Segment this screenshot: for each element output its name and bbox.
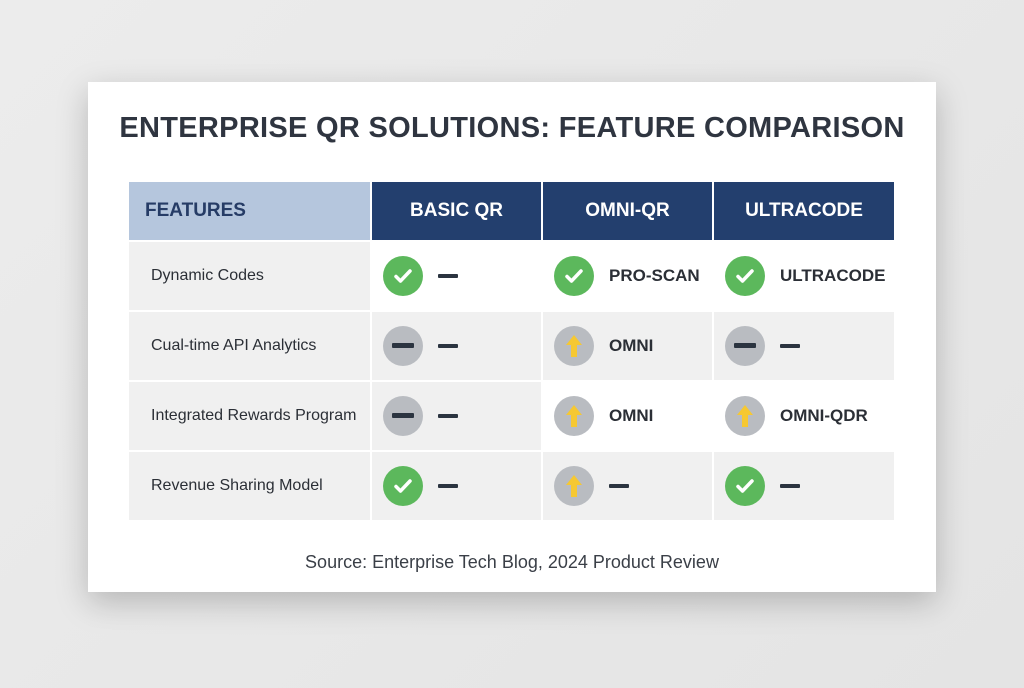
cell-value: OMNI (609, 406, 654, 425)
check-circle-icon (725, 466, 765, 506)
dash-value (438, 414, 458, 418)
upgrade-arrow-icon (554, 396, 594, 436)
minus-circle-icon (383, 326, 423, 366)
cell-value: PRO-SCAN (609, 266, 700, 285)
column-header: FEATURES (129, 182, 370, 240)
table-cell (372, 452, 541, 520)
table-cell (714, 312, 894, 380)
dash-value (780, 344, 800, 348)
comparison-table: FEATURES BASIC QR OMNI-QR ULTRACODE Dynamic … (129, 182, 894, 520)
page-title: ENTERPRISE QR SOLUTIONS: FEATURE COMPARI… (119, 112, 905, 144)
column-header: BASIC QR (372, 182, 541, 240)
minus-circle-icon (383, 396, 423, 436)
dash-value (438, 484, 458, 488)
dash-value (438, 274, 458, 278)
table-row-feature: Dynamic Codes (129, 242, 370, 310)
table-cell: ULTRACODE (714, 242, 894, 310)
dash-value (780, 484, 800, 488)
table-row-feature: Cual-time API Analytics (129, 312, 370, 380)
upgrade-arrow-icon (725, 396, 765, 436)
cell-value: ULTRACODE (780, 266, 886, 285)
table-cell: PRO-SCAN (543, 242, 712, 310)
minus-circle-icon (725, 326, 765, 366)
table-cell (372, 312, 541, 380)
feature-label: Dynamic Codes (151, 267, 264, 284)
table-row-feature: Integrated Rewards Program (129, 382, 370, 450)
table-cell: OMNI (543, 382, 712, 450)
dash-value (438, 344, 458, 348)
upgrade-arrow-icon (554, 466, 594, 506)
table-cell: OMNI-QDR (714, 382, 894, 450)
column-header: OMNI-QR (543, 182, 712, 240)
feature-label: Integrated Rewards Program (151, 407, 357, 424)
cell-value: OMNI (609, 336, 654, 355)
check-circle-icon (383, 466, 423, 506)
upgrade-arrow-icon (554, 326, 594, 366)
check-circle-icon (554, 256, 594, 296)
column-header: ULTRACODE (714, 182, 894, 240)
table-row-feature: Revenue Sharing Model (129, 452, 370, 520)
dash-value (609, 484, 629, 488)
table-cell: OMNI (543, 312, 712, 380)
cell-value: OMNI-QDR (780, 406, 868, 425)
table-cell (372, 382, 541, 450)
source-note: Source: Enterprise Tech Blog, 2024 Produ… (305, 552, 719, 572)
feature-label: Cual-time API Analytics (151, 337, 317, 354)
check-circle-icon (383, 256, 423, 296)
feature-label: Revenue Sharing Model (151, 477, 323, 494)
table-cell (372, 242, 541, 310)
check-circle-icon (725, 256, 765, 296)
table-cell (714, 452, 894, 520)
table-cell (543, 452, 712, 520)
